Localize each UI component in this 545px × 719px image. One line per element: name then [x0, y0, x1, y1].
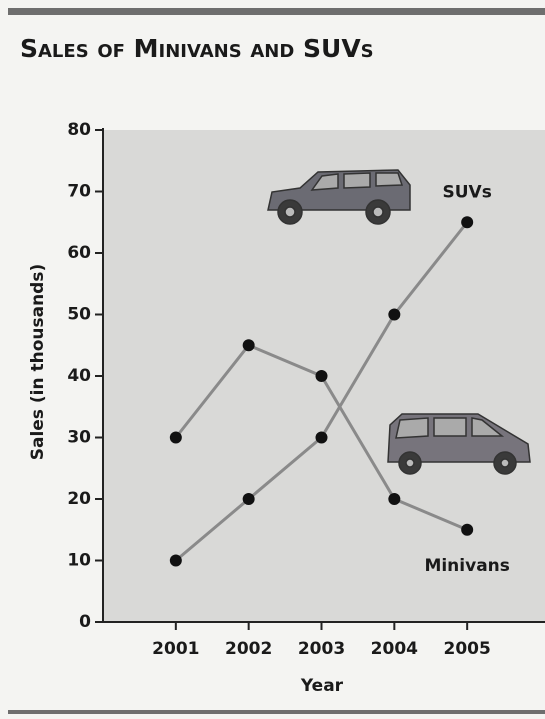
x-axis-title: Year — [300, 676, 344, 696]
data-point — [316, 432, 328, 444]
y-tick-label: 60 — [67, 243, 91, 263]
top-rule — [8, 8, 545, 15]
data-point — [388, 309, 400, 321]
x-tick-label: 2002 — [225, 639, 272, 659]
series-label: Minivans — [424, 556, 509, 576]
y-tick-label: 40 — [67, 366, 91, 386]
data-point — [170, 432, 182, 444]
x-tick-label: 2003 — [298, 639, 345, 659]
bottom-rule — [8, 710, 545, 714]
x-tick-label: 2001 — [152, 639, 199, 659]
data-point — [461, 524, 473, 536]
y-tick-label: 20 — [67, 489, 91, 509]
x-tick-label: 2005 — [444, 639, 491, 659]
y-tick-label: 0 — [79, 612, 91, 632]
data-point — [243, 493, 255, 505]
x-tick-label: 2004 — [371, 639, 418, 659]
y-tick-label: 70 — [67, 182, 91, 202]
data-point — [170, 555, 182, 567]
y-axis-title: Sales (in thousands) — [28, 264, 48, 461]
y-tick-label: 50 — [67, 305, 91, 325]
data-point — [243, 339, 255, 351]
data-point — [388, 493, 400, 505]
data-point — [461, 216, 473, 228]
y-tick-label: 80 — [67, 120, 91, 140]
y-tick-label: 30 — [67, 428, 91, 448]
y-tick-label: 10 — [67, 551, 91, 571]
chart: Sales of Minivans and SUVs Sales (in tho… — [0, 0, 545, 719]
chart-title: Sales of Minivans and SUVs — [20, 34, 374, 63]
series-label: SUVs — [443, 182, 492, 202]
data-point — [316, 370, 328, 382]
